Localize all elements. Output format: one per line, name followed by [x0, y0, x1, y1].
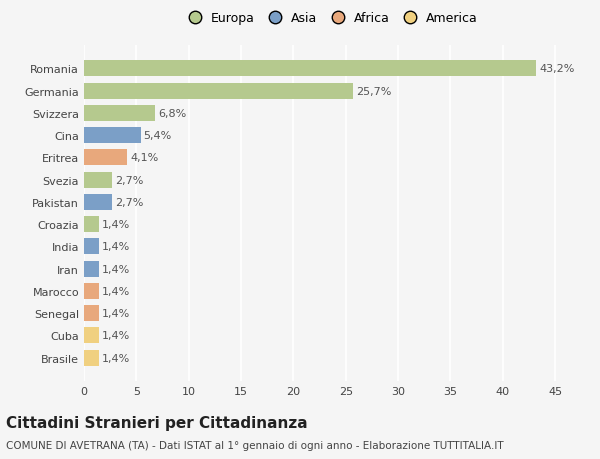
- Bar: [84, 305, 98, 321]
- Text: 1,4%: 1,4%: [102, 353, 130, 363]
- Bar: [84, 217, 98, 233]
- Text: 43,2%: 43,2%: [539, 64, 575, 74]
- Legend: Europa, Asia, Africa, America: Europa, Asia, Africa, America: [179, 9, 481, 29]
- Text: 6,8%: 6,8%: [158, 108, 187, 118]
- Bar: [84, 261, 98, 277]
- Text: 1,4%: 1,4%: [102, 308, 130, 319]
- Text: 1,4%: 1,4%: [102, 219, 130, 230]
- Text: 4,1%: 4,1%: [130, 153, 158, 163]
- Text: 1,4%: 1,4%: [102, 330, 130, 341]
- Text: Cittadini Stranieri per Cittadinanza: Cittadini Stranieri per Cittadinanza: [6, 415, 308, 431]
- Text: 2,7%: 2,7%: [115, 175, 144, 185]
- Bar: [84, 106, 155, 122]
- Bar: [84, 61, 536, 77]
- Bar: [84, 172, 112, 188]
- Text: 2,7%: 2,7%: [115, 197, 144, 207]
- Bar: [84, 150, 127, 166]
- Text: 1,4%: 1,4%: [102, 286, 130, 296]
- Text: 1,4%: 1,4%: [102, 264, 130, 274]
- Bar: [84, 283, 98, 299]
- Bar: [84, 194, 112, 210]
- Bar: [84, 350, 98, 366]
- Text: 5,4%: 5,4%: [143, 131, 172, 141]
- Bar: [84, 128, 140, 144]
- Bar: [84, 239, 98, 255]
- Bar: [84, 328, 98, 343]
- Text: COMUNE DI AVETRANA (TA) - Dati ISTAT al 1° gennaio di ogni anno - Elaborazione T: COMUNE DI AVETRANA (TA) - Dati ISTAT al …: [6, 440, 503, 450]
- Text: 1,4%: 1,4%: [102, 242, 130, 252]
- Text: 25,7%: 25,7%: [356, 86, 392, 96]
- Bar: [84, 84, 353, 99]
